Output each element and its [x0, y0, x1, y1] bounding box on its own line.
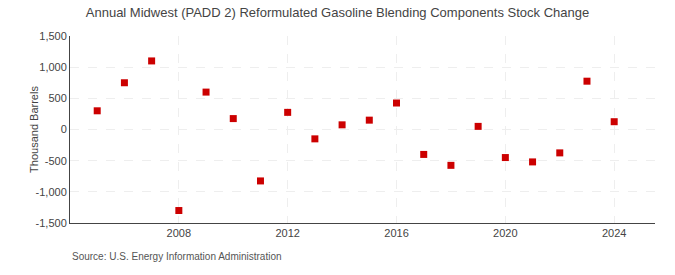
svg-text:2008: 2008	[167, 227, 191, 239]
svg-text:Thousand Barrels: Thousand Barrels	[28, 86, 40, 173]
svg-text:2012: 2012	[275, 227, 299, 239]
svg-text:-1,000: -1,000	[36, 186, 67, 198]
svg-text:500: 500	[48, 92, 66, 104]
svg-text:2024: 2024	[602, 227, 626, 239]
svg-text:-1,500: -1,500	[36, 217, 67, 229]
svg-text:Annual Midwest (PADD 2) Reform: Annual Midwest (PADD 2) Reformulated Gas…	[86, 5, 589, 20]
svg-text:-500: -500	[45, 155, 67, 167]
svg-text:Source: U.S. Energy Informatio: Source: U.S. Energy Information Administ…	[72, 251, 282, 262]
svg-text:2020: 2020	[493, 227, 517, 239]
svg-text:1,500: 1,500	[39, 30, 67, 42]
svg-text:2016: 2016	[384, 227, 408, 239]
svg-text:1,000: 1,000	[39, 61, 67, 73]
svg-text:0: 0	[61, 123, 67, 135]
